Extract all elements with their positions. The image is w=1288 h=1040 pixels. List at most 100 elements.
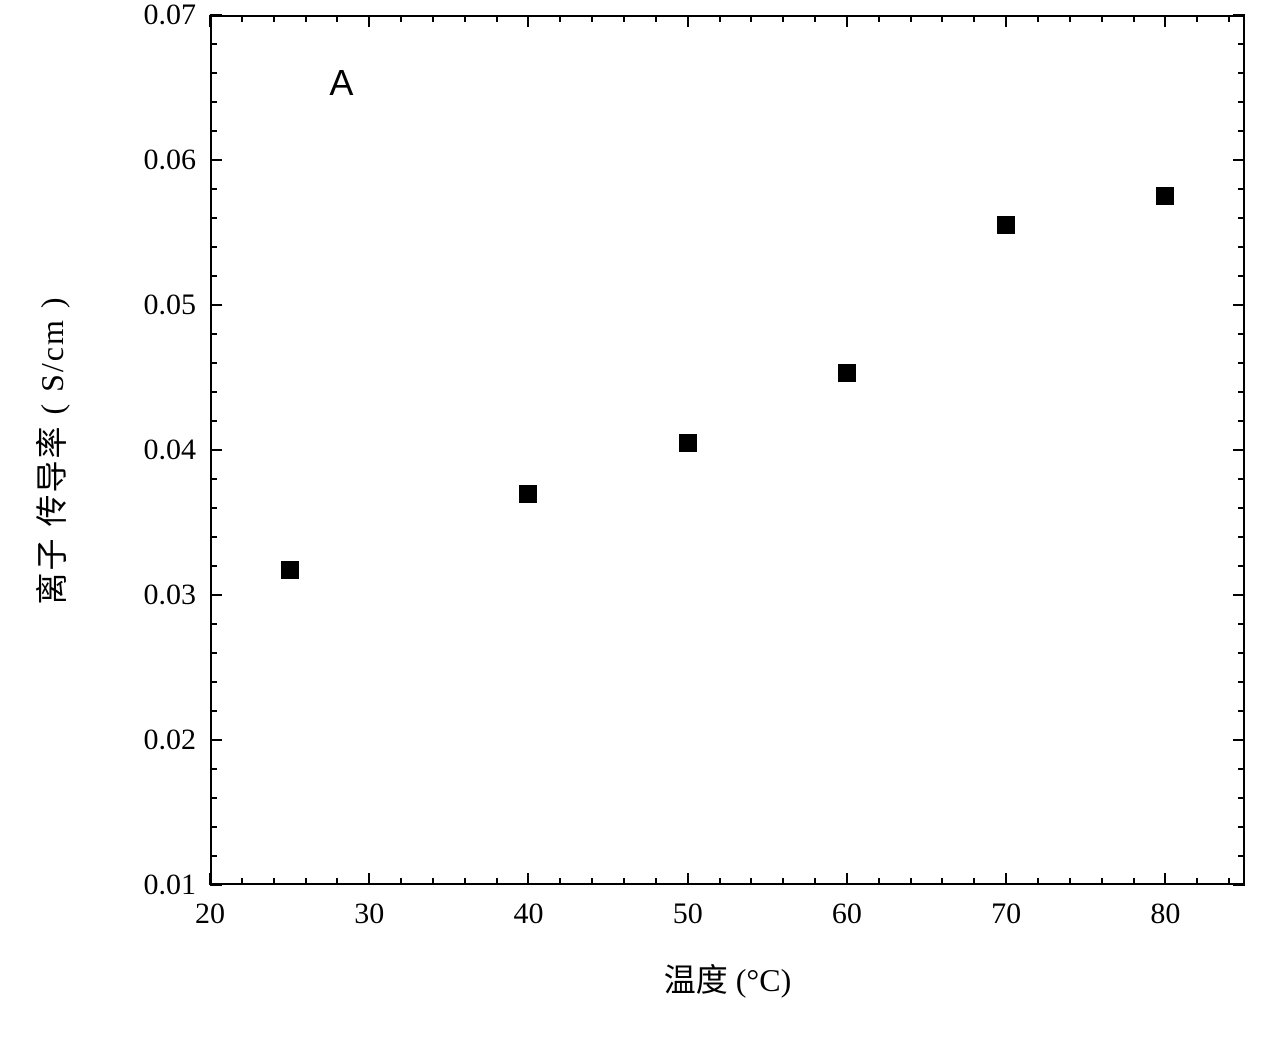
y-tick-minor-right	[1238, 333, 1245, 335]
x-tick-minor-top	[623, 15, 625, 22]
x-tick-minor-top	[432, 15, 434, 22]
x-tick-minor	[464, 878, 466, 885]
y-tick-minor-right	[1238, 217, 1245, 219]
y-tick-minor-right	[1238, 478, 1245, 480]
x-tick-major	[687, 873, 689, 885]
x-tick-minor-top	[1228, 15, 1230, 22]
y-tick-major	[210, 739, 222, 741]
y-tick-minor-right	[1238, 420, 1245, 422]
y-tick-minor	[210, 536, 217, 538]
x-tick-minor-top	[1196, 15, 1198, 22]
x-tick-minor	[1228, 878, 1230, 885]
y-tick-minor-right	[1238, 43, 1245, 45]
x-tick-minor	[1037, 878, 1039, 885]
y-tick-minor-right	[1238, 710, 1245, 712]
x-tick-minor	[273, 878, 275, 885]
x-tick-minor-top	[1037, 15, 1039, 22]
x-tick-minor-top	[273, 15, 275, 22]
y-tick-minor-right	[1238, 623, 1245, 625]
x-tick-minor	[719, 878, 721, 885]
y-tick-minor-right	[1238, 565, 1245, 567]
y-tick-minor	[210, 507, 217, 509]
y-tick-minor	[210, 681, 217, 683]
x-tick-major	[368, 873, 370, 885]
x-tick-minor-top	[814, 15, 816, 22]
x-tick-label: 40	[513, 897, 543, 931]
y-tick-major-right	[1233, 14, 1245, 16]
y-tick-minor	[210, 43, 217, 45]
x-tick-minor	[655, 878, 657, 885]
y-tick-label: 0.04	[144, 433, 197, 467]
y-tick-minor-right	[1238, 72, 1245, 74]
x-tick-minor-top	[941, 15, 943, 22]
y-tick-minor-right	[1238, 768, 1245, 770]
x-tick-minor-top	[400, 15, 402, 22]
x-tick-minor-top	[750, 15, 752, 22]
y-tick-major	[210, 884, 222, 886]
x-tick-minor-top	[336, 15, 338, 22]
y-tick-label: 0.06	[144, 143, 197, 177]
y-tick-minor-right	[1238, 855, 1245, 857]
y-tick-major	[210, 449, 222, 451]
y-tick-major-right	[1233, 739, 1245, 741]
y-tick-minor	[210, 362, 217, 364]
x-tick-label: 20	[195, 897, 225, 931]
x-tick-minor-top	[973, 15, 975, 22]
y-tick-minor	[210, 391, 217, 393]
data-point	[997, 216, 1015, 234]
x-tick-label: 80	[1150, 897, 1180, 931]
panel-label: A	[329, 62, 353, 104]
data-point	[679, 434, 697, 452]
y-tick-minor-right	[1238, 130, 1245, 132]
x-axis-top	[210, 15, 1245, 17]
x-tick-minor	[782, 878, 784, 885]
y-tick-minor	[210, 826, 217, 828]
x-tick-minor-top	[910, 15, 912, 22]
y-tick-minor	[210, 478, 217, 480]
x-tick-major-top	[527, 15, 529, 27]
y-tick-label: 0.05	[144, 288, 197, 322]
x-axis-title: 温度 (°C)	[664, 955, 791, 1001]
y-tick-minor	[210, 623, 217, 625]
x-tick-label: 50	[673, 897, 703, 931]
y-tick-minor	[210, 565, 217, 567]
x-tick-minor	[432, 878, 434, 885]
x-tick-minor	[241, 878, 243, 885]
y-tick-major-right	[1233, 594, 1245, 596]
y-tick-major	[210, 304, 222, 306]
x-tick-minor	[305, 878, 307, 885]
x-tick-minor-top	[1069, 15, 1071, 22]
x-tick-major-top	[368, 15, 370, 27]
y-tick-major-right	[1233, 304, 1245, 306]
y-tick-major-right	[1233, 159, 1245, 161]
x-tick-minor-top	[782, 15, 784, 22]
x-tick-major-top	[846, 15, 848, 27]
x-tick-minor-top	[655, 15, 657, 22]
plot-area	[210, 15, 1245, 885]
y-tick-minor-right	[1238, 188, 1245, 190]
y-tick-minor	[210, 797, 217, 799]
x-tick-minor-top	[559, 15, 561, 22]
x-axis-bottom	[210, 883, 1245, 885]
x-tick-minor	[591, 878, 593, 885]
y-tick-major	[210, 159, 222, 161]
data-point	[519, 485, 537, 503]
x-tick-minor-top	[1101, 15, 1103, 22]
x-tick-minor-top	[719, 15, 721, 22]
x-tick-major	[527, 873, 529, 885]
x-tick-major-top	[1164, 15, 1166, 27]
y-tick-minor	[210, 130, 217, 132]
y-tick-major	[210, 594, 222, 596]
y-tick-minor	[210, 72, 217, 74]
y-tick-minor	[210, 420, 217, 422]
y-tick-minor-right	[1238, 275, 1245, 277]
y-tick-minor-right	[1238, 826, 1245, 828]
x-tick-major-top	[1005, 15, 1007, 27]
x-tick-minor-top	[305, 15, 307, 22]
y-tick-minor	[210, 246, 217, 248]
y-tick-minor-right	[1238, 101, 1245, 103]
scatter-chart: 203040506070800.010.020.030.040.050.060.…	[0, 0, 1288, 1040]
x-tick-minor	[1101, 878, 1103, 885]
y-tick-label: 0.07	[144, 0, 197, 32]
x-tick-minor	[878, 878, 880, 885]
